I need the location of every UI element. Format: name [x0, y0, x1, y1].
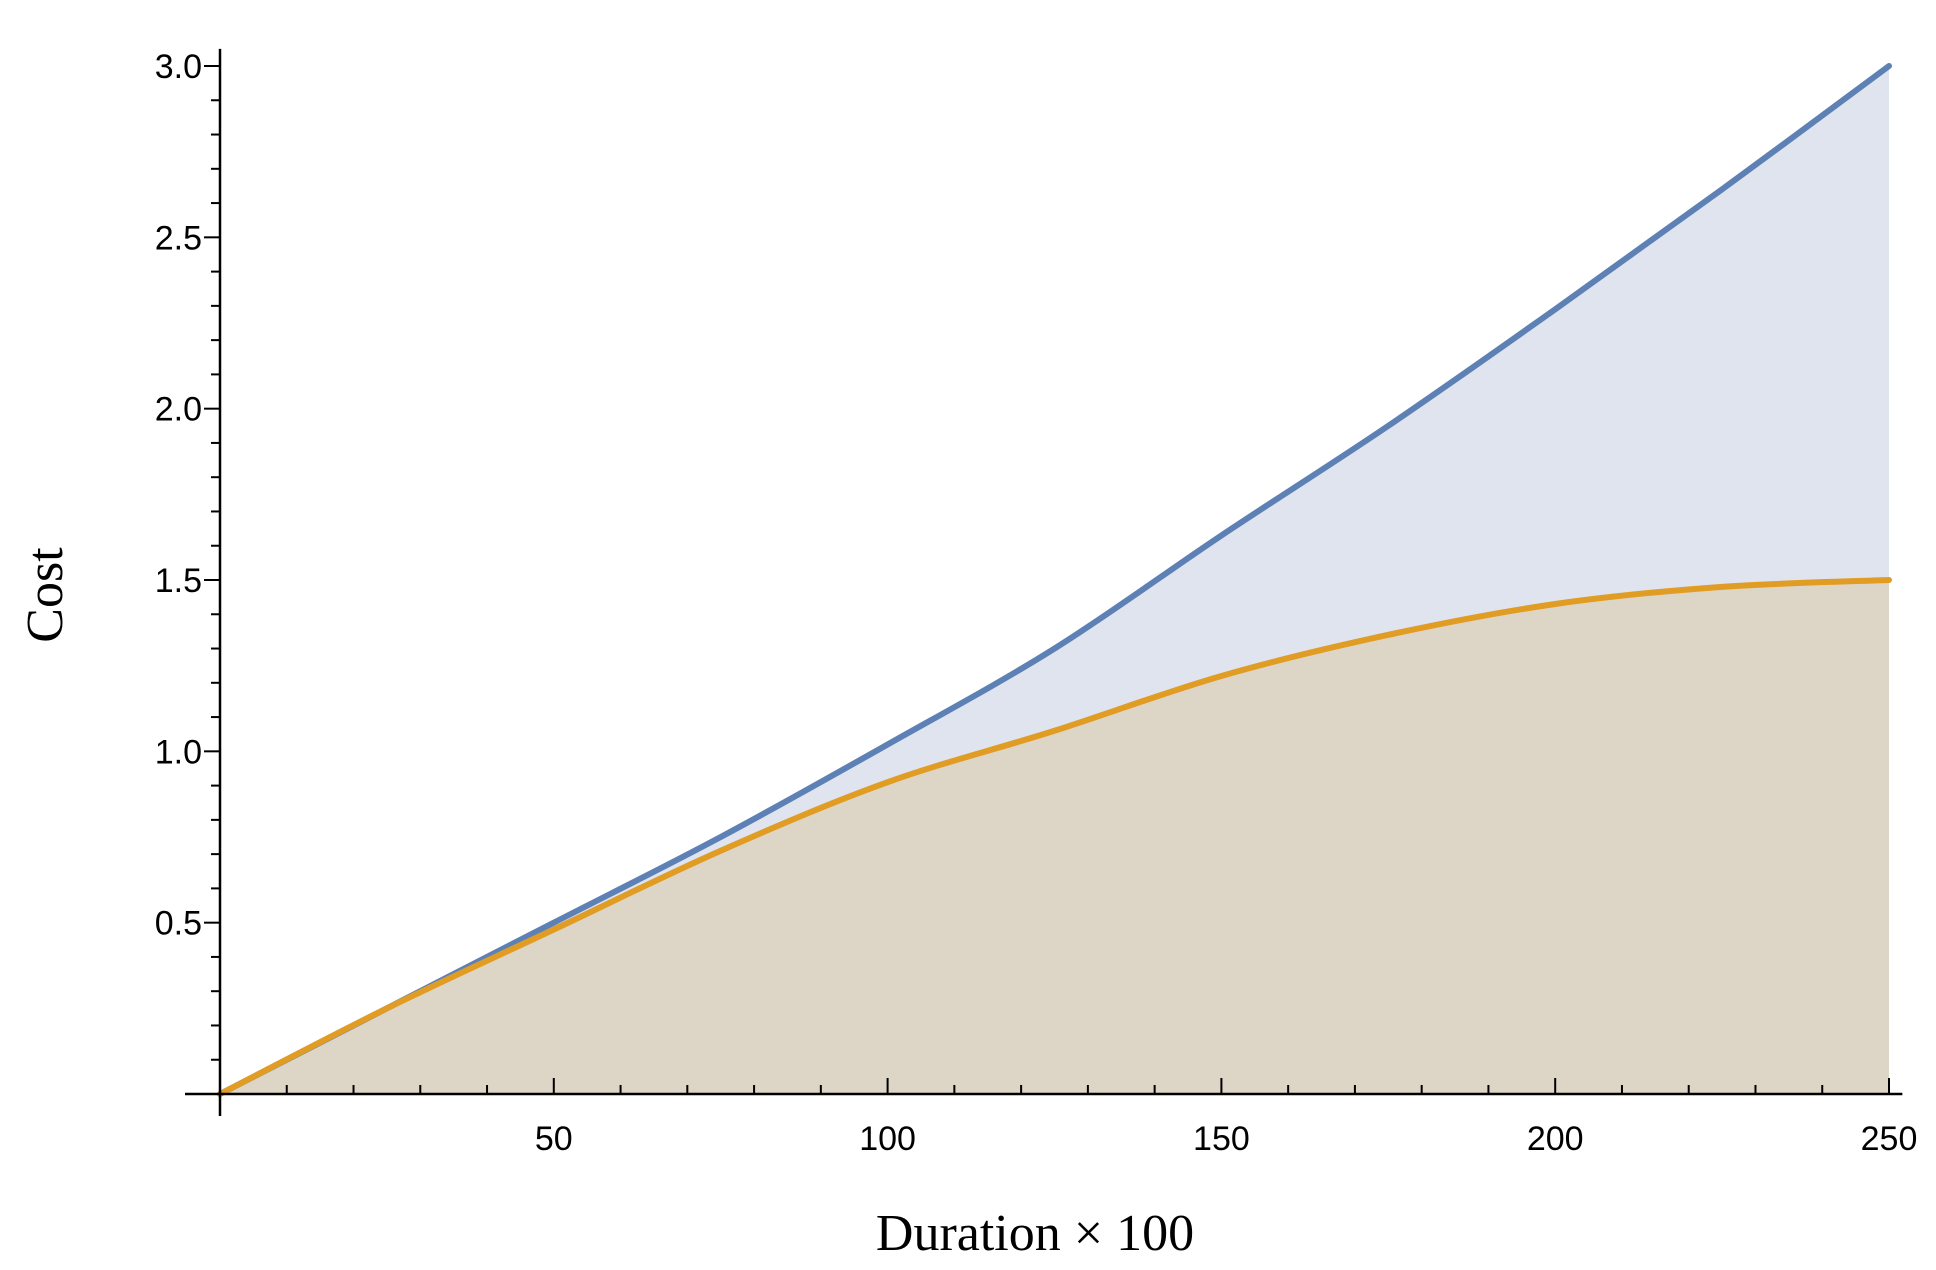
y-tick-label: 2.0: [155, 391, 202, 429]
x-axis-title: Duration × 100: [876, 1205, 1194, 1262]
y-tick-label: 1.0: [155, 733, 202, 771]
x-tick-label: 50: [535, 1120, 573, 1158]
axes: [185, 48, 1903, 1116]
ticks: [204, 65, 1890, 1094]
y-tick-label: 3.0: [155, 48, 202, 86]
x-tick-label: 100: [859, 1120, 916, 1158]
series-2-line: [217, 577, 1892, 1097]
x-tick-label: 150: [1193, 1120, 1250, 1158]
y-tick-label: 1.5: [155, 562, 202, 600]
y-tick-label: 2.5: [155, 219, 202, 257]
series-1-line: [217, 63, 1892, 1097]
y-tick-label: 0.5: [155, 905, 202, 943]
x-tick-label: 250: [1861, 1120, 1918, 1158]
x-tick-label: 200: [1527, 1120, 1584, 1158]
series-2-area: [220, 580, 1889, 1094]
series-lines: [217, 63, 1892, 1097]
series-fills: [220, 66, 1889, 1094]
tick-labels: 50 100 150 200 250 0.5 1.0 1.5 2.0 2.5 3.0: [155, 48, 1918, 1158]
y-axis-title: Cost: [17, 547, 74, 643]
